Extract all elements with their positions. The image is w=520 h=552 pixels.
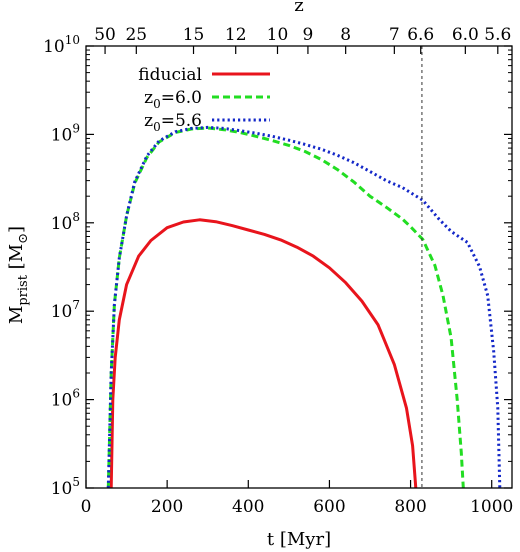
y-tick-label: 109 bbox=[51, 121, 80, 145]
x-tick-label: 1000 bbox=[470, 497, 513, 517]
legend-label-1: z0=6.0 bbox=[144, 88, 202, 111]
x-tick-label: 800 bbox=[394, 497, 426, 517]
plot-frame bbox=[85, 45, 513, 489]
top-tick-label: 25 bbox=[125, 25, 147, 45]
y-axis-title-unit-open: [M bbox=[6, 244, 27, 275]
y-tick-label: 1010 bbox=[43, 33, 80, 57]
series-line-1 bbox=[106, 126, 465, 489]
x-tick-label: 600 bbox=[313, 497, 345, 517]
series-line-2 bbox=[106, 125, 502, 489]
top-tick-label: 15 bbox=[183, 25, 205, 45]
top-tick-label: 5.6 bbox=[484, 25, 511, 45]
y-axis-title-unit-close: ] bbox=[6, 226, 27, 233]
top-tick-label: 7 bbox=[389, 25, 400, 45]
top-tick-label: 9 bbox=[303, 25, 314, 45]
y-axis-title-main: M bbox=[6, 306, 27, 324]
legend-label-0: fiducial bbox=[138, 65, 202, 85]
x-axis-title: t [Myr] bbox=[267, 529, 331, 550]
legend-label-2: z0=5.6 bbox=[144, 111, 202, 134]
x-tick-label: 400 bbox=[232, 497, 264, 517]
top-tick-label: 6.6 bbox=[407, 25, 434, 45]
y-tick-label: 108 bbox=[51, 210, 80, 234]
x-tick-label: 200 bbox=[151, 497, 183, 517]
y-axis-title-sub: prist bbox=[16, 274, 31, 305]
y-axis-title: Mprist [M⊙] bbox=[6, 226, 31, 324]
top-tick-label: 10 bbox=[267, 25, 289, 45]
top-tick-label: 12 bbox=[225, 25, 247, 45]
top-tick-label: 50 bbox=[94, 25, 116, 45]
legend: fiducial z0=6.0z0=5.6 bbox=[138, 65, 270, 134]
y-tick-label: 107 bbox=[51, 298, 80, 322]
y-tick-label: 105 bbox=[51, 475, 80, 499]
top-tick-label: 6.0 bbox=[452, 25, 479, 45]
x-tick-label: 0 bbox=[81, 497, 92, 517]
series-line-0 bbox=[109, 218, 418, 489]
series-lines bbox=[106, 125, 502, 489]
top-axis-title: z bbox=[294, 0, 303, 16]
y-tick-label: 106 bbox=[51, 387, 80, 411]
top-tick-label: 8 bbox=[340, 25, 351, 45]
y-axis-title-unit-sym: ⊙ bbox=[16, 233, 31, 244]
